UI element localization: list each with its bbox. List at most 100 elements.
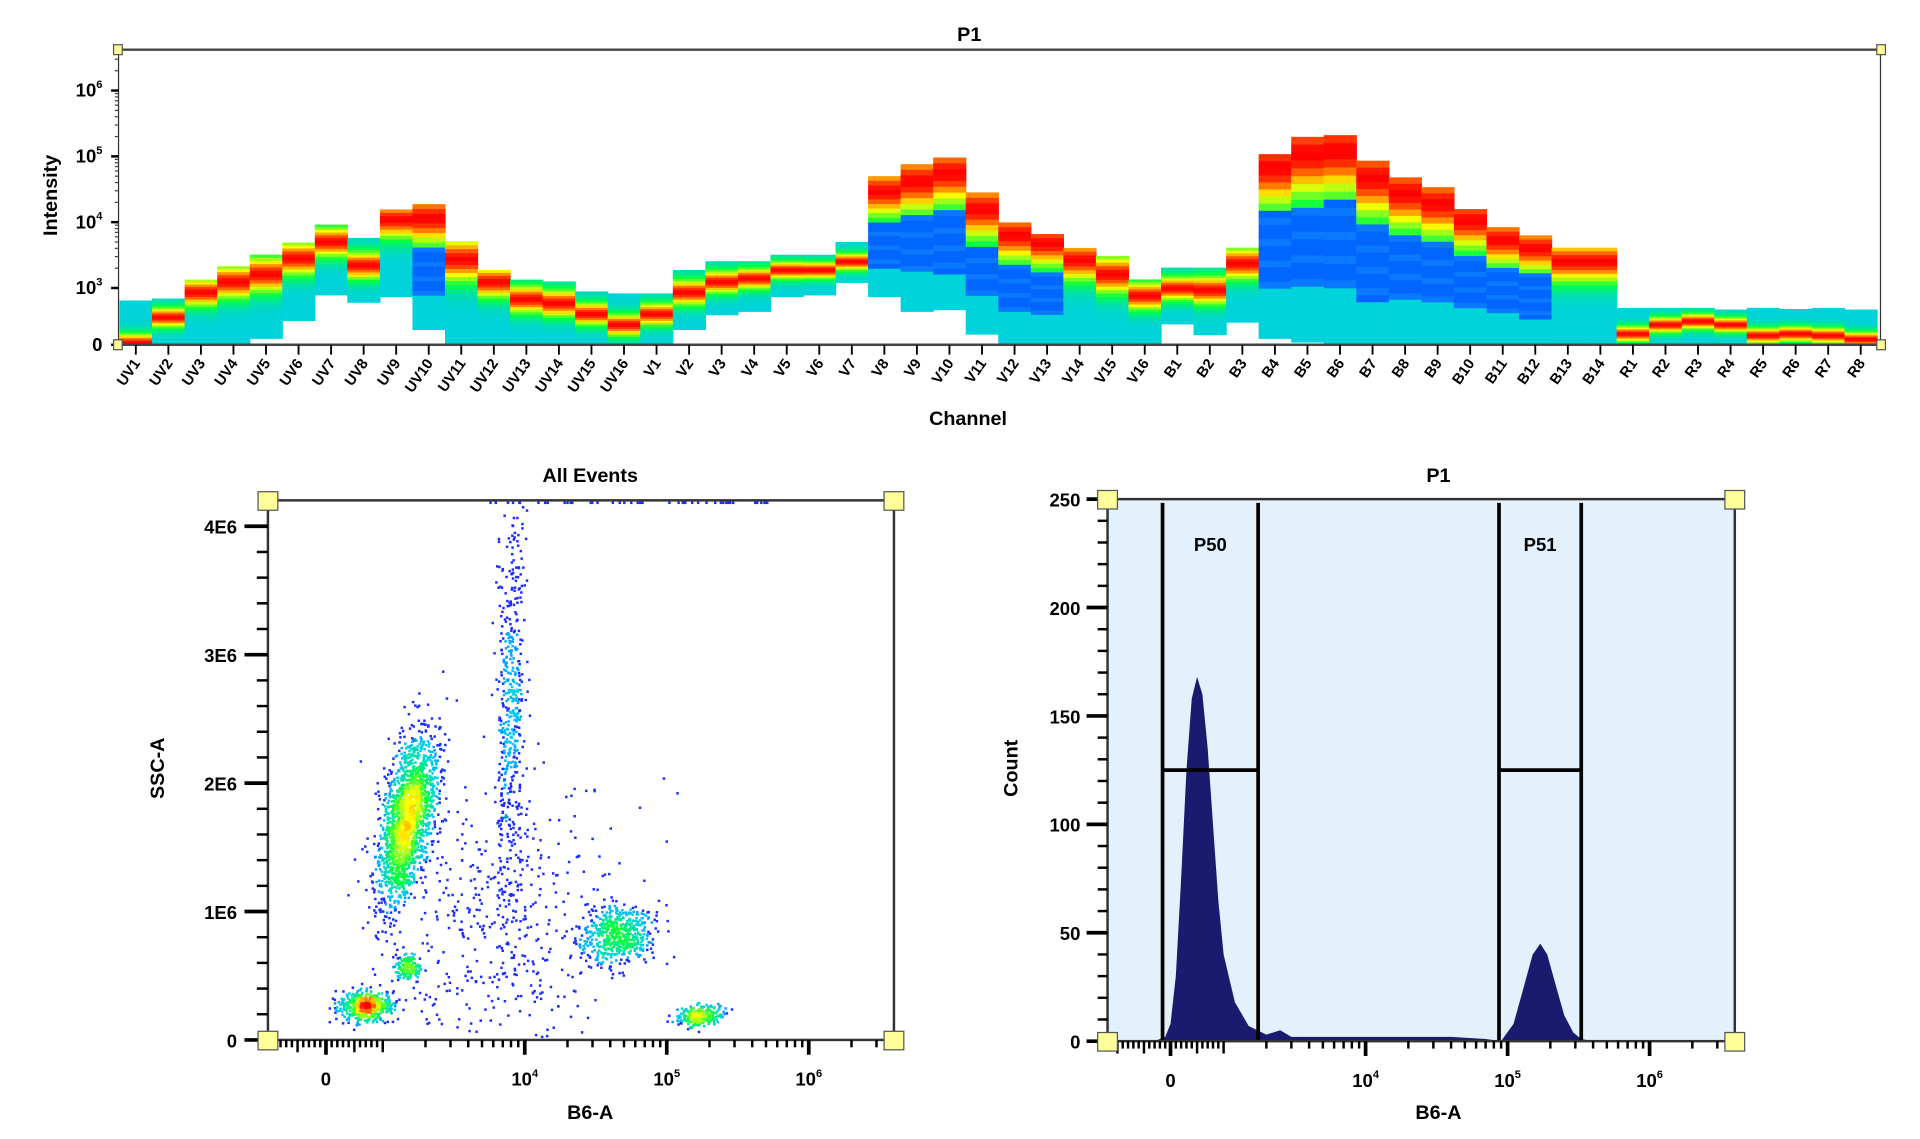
intensity-band	[1811, 319, 1846, 322]
event-dot	[510, 635, 513, 639]
resize-handle[interactable]	[112, 339, 123, 351]
event-dot	[365, 987, 369, 990]
intensity-band	[965, 208, 999, 215]
intensity-band	[1519, 311, 1553, 316]
event-dot	[394, 876, 397, 879]
event-dot	[397, 902, 400, 905]
intensity-band	[1258, 203, 1292, 212]
intensity-band	[412, 310, 446, 316]
event-dot	[408, 856, 412, 860]
event-dot	[356, 995, 359, 998]
intensity-band	[1193, 326, 1227, 331]
event-dot	[343, 1008, 347, 1011]
intensity-band	[1453, 271, 1488, 278]
intensity-band	[1649, 316, 1683, 319]
event-dot	[359, 1018, 362, 1021]
intensity-band	[1714, 342, 1748, 345]
intensity-band	[770, 280, 804, 283]
event-dot	[464, 974, 467, 978]
event-dot	[396, 948, 399, 952]
event-dot	[593, 949, 597, 952]
resize-handle[interactable]	[1876, 339, 1887, 351]
event-dot	[498, 776, 501, 779]
intensity-band	[1095, 334, 1130, 339]
event-dot	[420, 845, 424, 848]
event-dot	[512, 680, 516, 684]
event-dot	[602, 952, 605, 955]
channel-column	[184, 279, 218, 346]
event-dot	[414, 860, 417, 863]
intensity-band	[542, 310, 576, 314]
event-dot	[436, 744, 439, 747]
intensity-band	[1811, 326, 1846, 329]
event-dot	[378, 984, 382, 987]
event-dot	[696, 1003, 699, 1006]
event-dot	[508, 754, 511, 757]
intensity-band	[1616, 323, 1650, 326]
event-dot	[513, 751, 516, 755]
event-dot	[689, 1020, 693, 1024]
intensity-band	[1519, 256, 1553, 262]
event-dot	[423, 763, 426, 766]
event-dot	[395, 886, 398, 890]
event-dot	[717, 1007, 721, 1010]
event-dot	[430, 761, 434, 765]
intensity-band	[1193, 280, 1227, 284]
event-dot	[402, 946, 405, 949]
intensity-band	[412, 271, 446, 278]
intensity-band	[575, 336, 609, 340]
event-dot	[425, 799, 428, 802]
event-dot	[438, 789, 442, 793]
event-dot	[391, 812, 395, 816]
intensity-band	[1486, 258, 1520, 264]
intensity-band	[445, 249, 479, 254]
event-dot	[621, 971, 624, 974]
intensity-band	[314, 278, 348, 282]
intensity-band	[1681, 327, 1715, 330]
event-dot	[625, 945, 628, 948]
event-dot	[636, 922, 640, 925]
event-dot	[512, 559, 515, 562]
intensity-band	[1063, 314, 1097, 320]
intensity-band	[1616, 316, 1650, 319]
intensity-band	[314, 224, 348, 228]
event-dot	[358, 1016, 362, 1019]
event-dot	[431, 772, 434, 775]
resize-handle[interactable]	[112, 44, 123, 56]
intensity-band	[803, 262, 837, 265]
event-dot	[400, 784, 404, 787]
event-dot	[517, 629, 521, 633]
event-dot	[517, 804, 520, 808]
event-dot	[641, 938, 645, 942]
intensity-band	[314, 235, 348, 239]
intensity-band	[1584, 296, 1618, 301]
intensity-band	[1746, 332, 1780, 335]
event-dot	[426, 832, 430, 835]
event-dot	[397, 864, 400, 868]
event-dot	[619, 911, 622, 914]
event-dot	[522, 566, 525, 569]
event-dot	[436, 759, 440, 762]
event-dot	[475, 959, 479, 963]
intensity-band	[347, 247, 381, 251]
event-dot	[376, 807, 380, 811]
event-dot	[524, 917, 527, 921]
event-dot	[389, 787, 392, 790]
event-dot	[343, 1002, 346, 1005]
event-dot	[518, 501, 521, 505]
event-dot	[512, 714, 516, 717]
event-dot	[394, 797, 397, 801]
event-dot	[403, 900, 407, 903]
event-dot	[390, 822, 394, 825]
intensity-band	[933, 221, 967, 229]
event-dot	[468, 1029, 471, 1033]
intensity-band	[998, 330, 1032, 336]
event-dot	[422, 743, 425, 746]
resize-handle[interactable]	[1876, 44, 1887, 56]
event-dot	[482, 981, 485, 985]
event-dot	[350, 1000, 353, 1003]
intensity-band	[1030, 332, 1064, 337]
intensity-band	[347, 255, 381, 259]
intensity-band	[965, 295, 999, 302]
intensity-band	[379, 293, 414, 298]
